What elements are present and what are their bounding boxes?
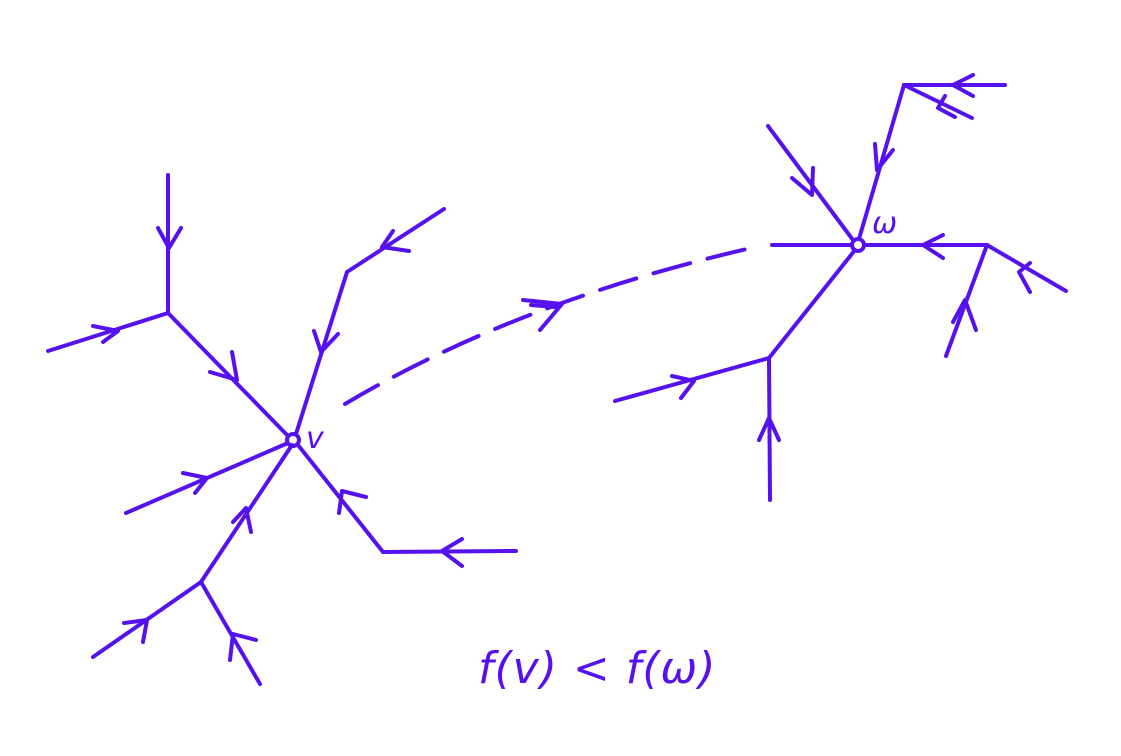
vertex-w-star: ω bbox=[613, 73, 1068, 502]
arrow-lower-left-tail-a bbox=[670, 374, 696, 400]
vertex-v-label: v bbox=[306, 421, 325, 456]
arrow-branch-up bbox=[156, 226, 183, 250]
arrow-lower-left-a bbox=[122, 618, 149, 644]
dashed-curve bbox=[343, 244, 762, 406]
arrow-w-upper-left bbox=[790, 166, 815, 197]
flow-line-v-to-w bbox=[343, 244, 762, 406]
arrow-w-right-a bbox=[1017, 261, 1032, 294]
arrow-v-lower-right bbox=[337, 489, 368, 515]
arrow-branch-left bbox=[91, 324, 120, 344]
edge-branch-left bbox=[46, 311, 170, 353]
arrow-v-upper-right bbox=[312, 329, 340, 354]
edge-lower-left-tail-b bbox=[767, 356, 772, 502]
arrow-w-up bbox=[873, 142, 895, 172]
edge-upper-right-tail bbox=[345, 207, 446, 274]
arrow-lower-left-tail-b bbox=[757, 416, 781, 442]
flow-arrow-inner bbox=[529, 303, 557, 309]
inequality-formula: f(v) < f(ω) bbox=[478, 643, 716, 694]
flow-arrow-outer bbox=[521, 298, 564, 332]
arrow-v-left bbox=[181, 471, 209, 495]
edge-w-up-tail-b bbox=[902, 83, 974, 120]
arrow-w-right bbox=[921, 233, 945, 260]
arrow-v-lower-left bbox=[231, 506, 253, 534]
vertex-v-star: v bbox=[46, 173, 518, 686]
arrow-lower-right-tail bbox=[440, 537, 464, 568]
arrow-upper-right-tail bbox=[380, 229, 411, 253]
arrow-w-up-tail-b bbox=[936, 94, 957, 119]
edge-v-upper-left bbox=[166, 311, 290, 438]
arrow-w-up-tail-a bbox=[951, 73, 975, 98]
edge-lower-left-b bbox=[199, 580, 262, 686]
arrow-w-right-b bbox=[951, 298, 978, 332]
arrow-lower-left-b bbox=[228, 632, 258, 662]
vertex-w-label: ω bbox=[872, 206, 897, 241]
edge-w-lower-left bbox=[767, 248, 857, 360]
arrow-v-upper-left bbox=[208, 350, 239, 382]
edge-lower-right-tail bbox=[381, 549, 518, 554]
